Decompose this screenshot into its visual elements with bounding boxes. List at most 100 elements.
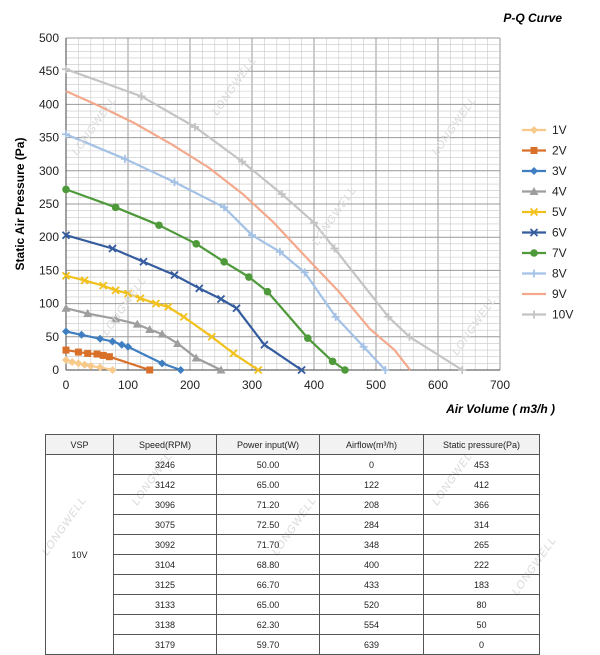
data-point (529, 187, 539, 195)
legend-label: 6V (552, 226, 567, 240)
table-body: 10V 3246 50.00 0 453 3142 65.00 122 412 3096 71.20… (45, 454, 540, 655)
data-point (275, 247, 284, 256)
y-tick-label: 150 (39, 263, 59, 277)
table-row: 10V 3246 50.00 0 453 (45, 454, 540, 655)
data-point (216, 365, 226, 374)
data-point (216, 294, 226, 304)
data-point (331, 312, 340, 321)
table-cell: 71.20 (216, 494, 320, 515)
data-point (229, 349, 238, 358)
table-cell: 453 (423, 454, 540, 475)
data-point (170, 270, 179, 280)
table-row: 3092 71.70 348 265 (46, 534, 540, 555)
x-tick-label: 600 (428, 378, 448, 392)
data-point (359, 342, 368, 351)
data-point (530, 126, 538, 134)
data-point (84, 349, 92, 357)
table-cell: 59.70 (216, 634, 320, 655)
table-cell: 50.00 (216, 454, 320, 475)
y-tick-label: 0 (52, 363, 59, 377)
y-tick-label: 300 (39, 164, 59, 178)
data-point (304, 334, 312, 342)
legend-label: 3V (552, 164, 567, 178)
y-tick-label: 200 (39, 230, 59, 244)
table-header-cell: Airflow(m³/h) (319, 434, 424, 455)
table-cell: 183 (423, 574, 540, 595)
data-point (170, 178, 179, 187)
data-point (146, 366, 154, 374)
data-point (238, 157, 247, 166)
data-point (248, 231, 256, 240)
data-point (108, 244, 117, 253)
table-cell: 366 (423, 494, 540, 515)
data-point (157, 329, 167, 338)
data-point (96, 363, 105, 372)
table-cell: 554 (319, 614, 424, 635)
series-line (65, 188, 346, 371)
table-cell: 80 (423, 594, 540, 615)
table-cell: 3179 (113, 634, 217, 655)
table-cell: 3075 (113, 514, 217, 535)
table-cell: 66.70 (216, 574, 320, 595)
grid (65, 37, 501, 371)
table-cell: 65.00 (216, 474, 320, 495)
legend-label: 10V (552, 308, 573, 322)
legend-item: 7V (522, 246, 567, 260)
data-point (192, 240, 200, 248)
data-point (158, 359, 167, 368)
data-point (328, 357, 337, 366)
data-point (151, 299, 161, 308)
legend-item: 5V (522, 205, 567, 219)
legend-item: 2V (522, 144, 567, 158)
table-cell: 412 (423, 474, 540, 495)
data-point (80, 360, 89, 369)
legend-label: 4V (552, 185, 567, 199)
series-10V (62, 65, 467, 374)
table-cell: 3125 (113, 574, 217, 595)
data-point (458, 366, 467, 374)
data-point (62, 356, 70, 365)
table-cell: 208 (319, 494, 424, 515)
data-point (111, 286, 120, 295)
table-cell: 639 (319, 634, 424, 655)
y-tick-label: 500 (39, 31, 59, 45)
legend-item: 10V (522, 308, 573, 322)
data-point (62, 130, 70, 139)
data-point (155, 221, 163, 230)
y-tick-label: 100 (39, 297, 59, 311)
data-point (232, 304, 241, 313)
data-point (111, 203, 120, 212)
data-point (384, 312, 393, 321)
data-point (61, 271, 71, 280)
table-cell: 3138 (113, 614, 217, 635)
legend-item: 3V (522, 164, 567, 178)
x-tick-label: 500 (366, 378, 386, 392)
table-cell: 62.30 (216, 614, 320, 635)
data-point (220, 203, 229, 212)
x-tick-label: 200 (180, 378, 200, 392)
chart-title: P-Q Curve (503, 11, 562, 25)
data-point (77, 330, 86, 339)
table-cell: 72.50 (216, 514, 320, 535)
y-tick-label: 350 (39, 131, 59, 145)
data-point (132, 319, 142, 328)
table-cell: 3092 (113, 534, 217, 555)
data-point (62, 327, 70, 336)
table-header-row: VSP Speed(RPM) Power input(W) Airflow(m³/h)… (45, 434, 540, 455)
data-point (99, 351, 107, 359)
data-point (297, 365, 306, 375)
data-point (207, 332, 216, 341)
table-cell: 3142 (113, 474, 217, 495)
legend-label: 5V (552, 205, 567, 219)
legend-item: 4V (522, 185, 567, 199)
table-cell: 433 (319, 574, 424, 595)
legend: 1V 2V 3V 4V 5V 6V 7V 8V 9V 10V (522, 123, 573, 322)
legend-label: 9V (552, 287, 567, 301)
data-point (529, 228, 539, 237)
data-point (61, 231, 71, 240)
data-point (310, 218, 318, 227)
data-point (277, 190, 286, 199)
data-point (139, 257, 148, 266)
data-point (120, 154, 129, 163)
y-tick-label: 50 (46, 330, 60, 344)
